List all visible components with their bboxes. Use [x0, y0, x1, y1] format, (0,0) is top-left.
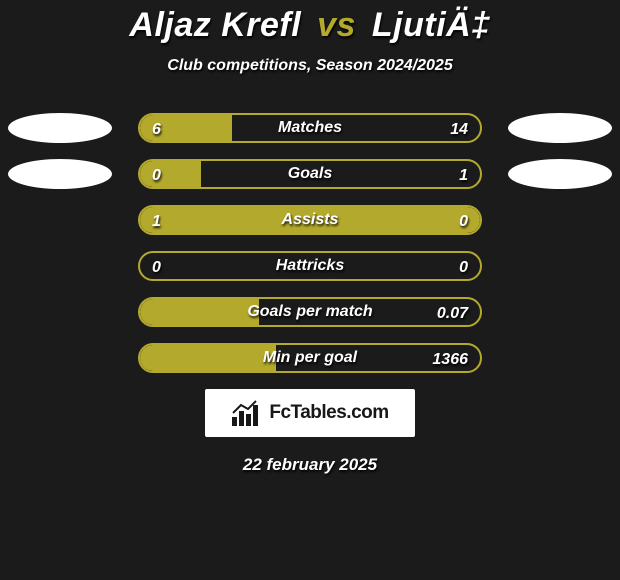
subtitle: Club competitions, Season 2024/2025 [0, 57, 620, 75]
logo-brand: FcTables.com [269, 402, 388, 424]
stat-bar: Goals per match0.07 [138, 297, 482, 327]
logo: FcTables.com [205, 389, 415, 437]
comparison-chart: 6Matches140Goals11Assists00Hattricks0Goa… [0, 107, 620, 383]
stat-value-right: 1 [459, 161, 468, 189]
stat-row: 1Assists0 [0, 199, 620, 245]
stat-value-left: 0 [152, 253, 161, 281]
player-a-badge [8, 159, 112, 189]
fctables-icon [231, 399, 263, 427]
title: Aljaz Krefl vs LjutiÄ‡ [0, 6, 620, 45]
stat-bar-fill [140, 161, 201, 187]
stat-bar: 0Goals1 [138, 159, 482, 189]
stat-label: Hattricks [140, 253, 480, 279]
stat-value-right: 0 [459, 253, 468, 281]
stat-value-left: 1 [152, 207, 161, 235]
stat-value-left: 6 [152, 115, 161, 143]
vs-text: vs [317, 6, 356, 44]
stat-bar: 0Hattricks0 [138, 251, 482, 281]
player-a-badge [8, 113, 112, 143]
stat-bar: 1Assists0 [138, 205, 482, 235]
player-b-badge [508, 113, 612, 143]
stat-value-right: 14 [450, 115, 468, 143]
stat-row: Min per goal1366 [0, 337, 620, 383]
stat-bar-fill [140, 207, 480, 233]
stat-row: 6Matches14 [0, 107, 620, 153]
date-label: 22 february 2025 [0, 455, 620, 475]
stat-bar: Min per goal1366 [138, 343, 482, 373]
stat-value-right: 1366 [432, 345, 468, 373]
stat-row: 0Goals1 [0, 153, 620, 199]
stat-bar-fill [140, 345, 276, 371]
stat-value-right: 0 [459, 207, 468, 235]
player-b-badge [508, 159, 612, 189]
stat-value-left: 0 [152, 161, 161, 189]
player-a-name: Aljaz Krefl [129, 6, 301, 44]
stat-value-right: 0.07 [437, 299, 468, 327]
player-b-name: LjutiÄ‡ [372, 6, 491, 44]
stat-bar-fill [140, 299, 259, 325]
comparison-card: Aljaz Krefl vs LjutiÄ‡ Club competitions… [0, 0, 620, 580]
stat-row: Goals per match0.07 [0, 291, 620, 337]
stat-row: 0Hattricks0 [0, 245, 620, 291]
stat-bar: 6Matches14 [138, 113, 482, 143]
